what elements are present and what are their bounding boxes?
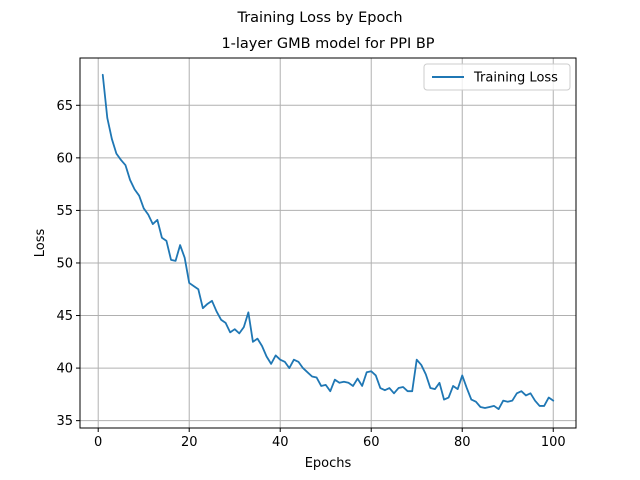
y-tick-label: 55 bbox=[56, 204, 73, 219]
y-tick-label: 45 bbox=[56, 309, 73, 324]
x-tick-label: 60 bbox=[363, 435, 380, 450]
series-line-training-loss bbox=[101, 73, 555, 410]
chart-suptitle: Training Loss by Epoch bbox=[236, 10, 402, 26]
plot-series bbox=[101, 73, 555, 410]
x-tick-label: 80 bbox=[454, 435, 471, 450]
x-axis-ticks: 0 20 40 60 80 100 bbox=[94, 428, 566, 450]
y-tick-label: 60 bbox=[56, 151, 73, 166]
legend: Training Loss bbox=[423, 63, 571, 91]
x-axis-label: Epochs bbox=[305, 456, 352, 471]
x-tick-label: 40 bbox=[272, 435, 289, 450]
chart-title: 1-layer GMB model for PPI BP bbox=[221, 36, 434, 52]
y-axis-ticks: 35 40 45 50 55 60 65 bbox=[56, 99, 80, 429]
plot-area-frame bbox=[79, 57, 577, 429]
y-tick-label: 65 bbox=[56, 99, 73, 114]
x-tick-label: 100 bbox=[541, 435, 566, 450]
y-tick-label: 40 bbox=[56, 362, 73, 377]
legend-box bbox=[423, 63, 571, 91]
legend-label-training-loss: Training Loss bbox=[473, 71, 558, 86]
x-tick-label: 20 bbox=[181, 435, 198, 450]
grid-lines bbox=[80, 58, 576, 428]
x-tick-label: 0 bbox=[94, 435, 102, 450]
y-tick-label: 50 bbox=[56, 256, 73, 271]
y-tick-label: 35 bbox=[56, 414, 73, 429]
y-axis-label: Loss bbox=[33, 229, 48, 258]
